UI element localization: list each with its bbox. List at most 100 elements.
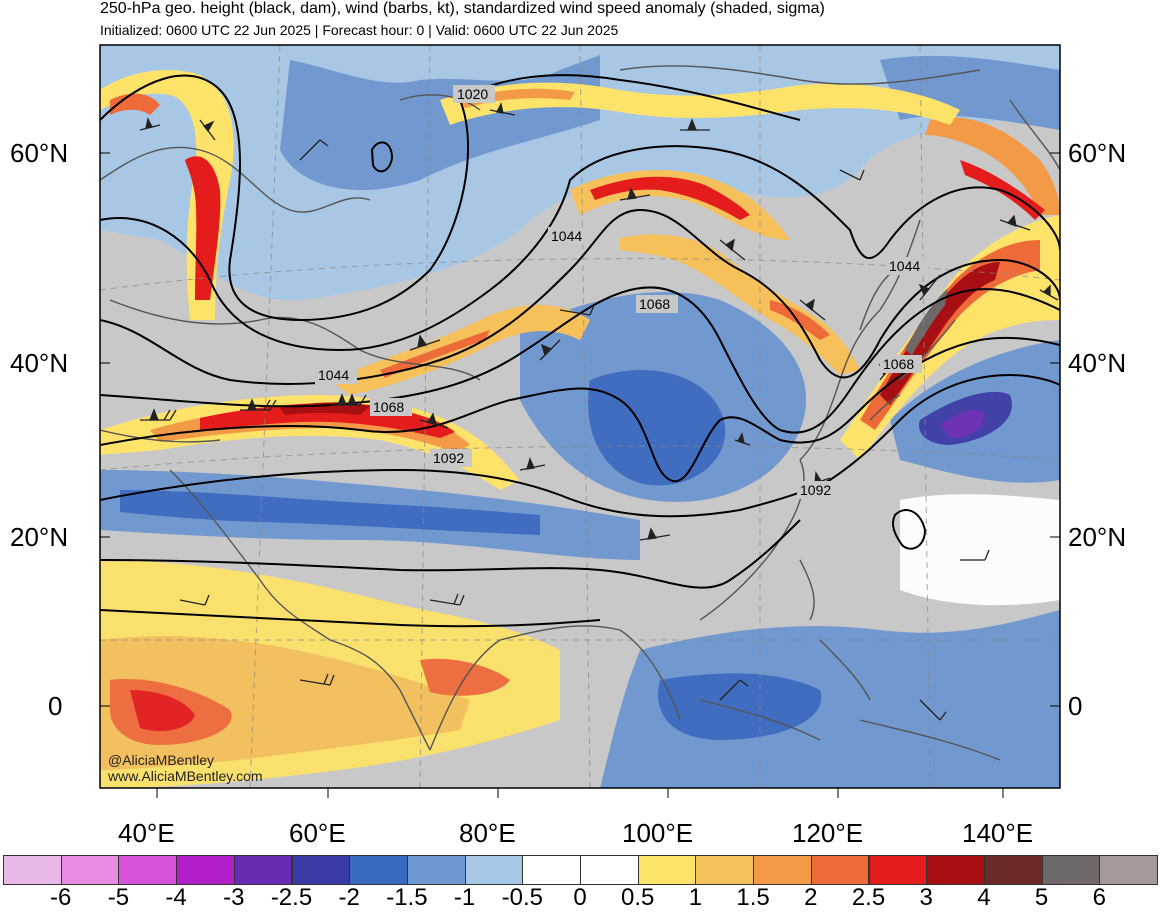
colorbar-swatch [926,855,985,885]
contour-label: 1092 [433,450,464,466]
colorbar-swatch [349,855,408,885]
barb [489,102,516,116]
barb [919,699,947,721]
colorbar-swatch [868,855,928,885]
barb [960,549,990,561]
contour-label: 1044 [551,228,582,244]
lon-label: 80°E [459,818,516,848]
barb [419,412,449,429]
barb [619,187,651,201]
barb [799,298,826,321]
map-frame [99,44,1061,789]
barb [240,398,277,411]
colorbar-swatch [233,855,293,885]
graticule [100,45,1060,788]
contour-label: 1044 [318,367,349,383]
contour-label: 1044 [889,258,920,274]
credit-site: www.AliciaMBentley.com [108,768,263,784]
lat-label-left: 20°N [10,522,69,552]
barb [719,679,749,701]
colorbar-swatch [406,855,466,885]
contour-label: 1092 [800,482,831,498]
colorbar-swatch [60,855,120,885]
colorbar-swatch [983,855,1043,885]
colorbar-swatch [1041,855,1101,885]
colorbar-swatch [637,855,697,885]
lat-label-left: 60°N [10,138,69,168]
lat-label-right: 40°N [1068,348,1127,378]
contour-labels: 1020 1044 1044 1044 1068 1068 1068 1092 … [318,86,920,498]
colorbar-label: -1 [453,884,476,911]
colorbar-swatch [176,855,235,885]
colorbar-label: 2 [804,884,818,911]
barb [999,214,1031,231]
colorbar-label: -2 [338,884,360,911]
axis-ticks [100,152,1060,798]
colorbar-label: 0 [573,884,587,911]
contour-label: 1068 [373,399,404,415]
barb [680,118,710,131]
colorbar-swatch [580,855,639,885]
colorbar-label: -3 [223,884,245,911]
colorbar-label: -4 [165,884,187,911]
colorbar-swatch [291,855,351,885]
colorbar-label: -6 [50,884,72,911]
colorbar-swatch [522,855,581,885]
colorbar-label: 4 [977,884,991,911]
barb [330,393,367,406]
barb [734,432,751,446]
barb [639,527,671,541]
colorbar-label: 2.5 [851,884,886,911]
barb [299,673,335,686]
colorbar-swatch [464,855,524,885]
colorbar-swatch [1099,855,1158,885]
colorbar-label: -0.5 [501,884,543,911]
colorbar-swatch [3,855,62,885]
height-contours [100,74,1060,628]
lat-label-right: 20°N [1068,522,1127,552]
colorbar-label: -5 [107,884,130,911]
colorbar-swatch [118,855,178,885]
barb [719,238,746,261]
page-title: 250-hPa geo. height (black, dam), wind (… [100,0,825,17]
colorbar-swatch [810,855,870,885]
lon-label: 100°E [622,818,694,848]
barb [519,457,546,471]
colorbar-label: -1.5 [386,884,428,911]
credit-handle: @AliciaMBentley [108,752,215,768]
barb [299,139,329,161]
colorbar-label: 1 [688,884,703,911]
colorbar-swatch [753,855,812,885]
barb [139,117,161,131]
lat-label-left: 0 [48,691,63,721]
colorbar-label: -2.5 [270,884,313,911]
barb [918,274,941,301]
lon-label: 120°E [792,818,864,848]
lat-label-left: 40°N [10,348,69,378]
barb [179,594,210,606]
lon-label: 140°E [962,818,1034,848]
barb [839,169,865,181]
contour-label: 1068 [883,356,914,372]
barb [1039,284,1059,301]
jet-streak-shading [100,70,1060,490]
barb [140,408,177,421]
barb [409,334,441,351]
colorbar-label: 3 [919,884,933,911]
barb [559,304,595,316]
colorbar-swatch [695,855,755,885]
colorbar-label: 1.5 [736,884,770,911]
contour-label: 1020 [457,86,488,102]
lat-label-right: 0 [1068,691,1083,721]
page-subtitle: Initialized: 0600 UTC 22 Jun 2025 | Fore… [100,22,619,38]
lat-label-right: 60°N [1068,138,1127,168]
colorbar-label: 5 [1034,884,1049,911]
contour-label-boxes [315,85,928,499]
barb [539,339,561,361]
colorbar-label: 0.5 [621,884,655,911]
wind-barbs [139,102,1059,721]
colorbar-label: 6 [1092,884,1106,911]
contour-label: 1068 [639,296,670,312]
lon-label: 60°E [289,818,346,848]
